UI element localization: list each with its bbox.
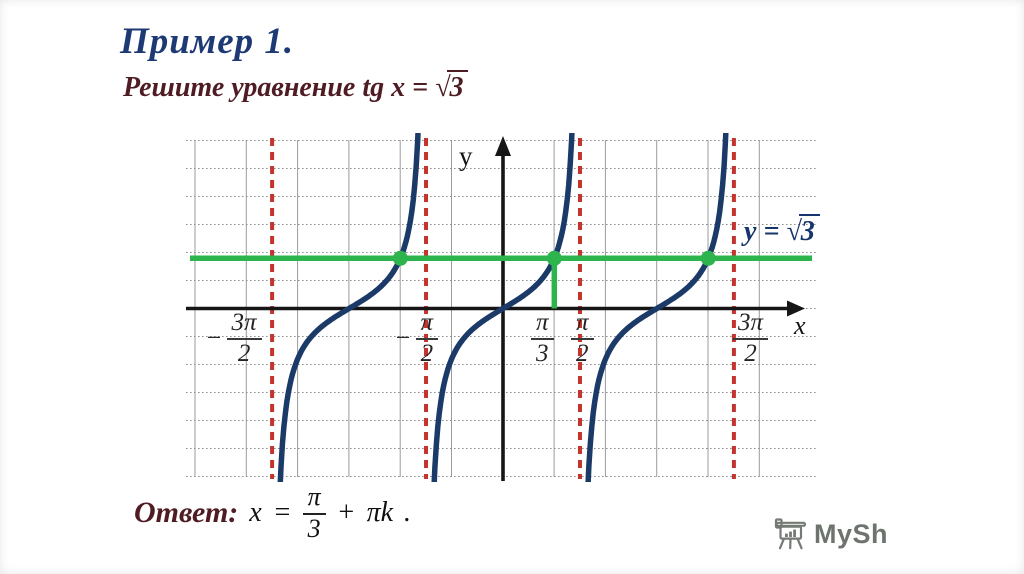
hline-label: y = √3 (744, 214, 820, 248)
answer-term: πk (366, 497, 394, 528)
projector-screen-icon (774, 518, 807, 550)
y-axis-label: y (459, 141, 473, 171)
watermark-brand[interactable]: MySh (814, 518, 889, 549)
slide-title: Пример 1. (120, 21, 295, 62)
x-tick-neg-3pi-2: − 3π 2 (205, 310, 262, 366)
task-statement: Решите уравнение tg x = √3 (123, 70, 469, 104)
x-tick-3pi-2: 3π 2 (733, 310, 769, 366)
sqrt-3: √3 (786, 214, 820, 247)
x-axis-label: x (794, 311, 806, 340)
answer-label: Ответ: (134, 496, 239, 529)
myshared-watermark[interactable]: MySh (774, 518, 888, 550)
sqrt-3: √3 (435, 70, 469, 103)
answer-lhs: x (249, 497, 262, 528)
task-text: Решите уравнение tg x = (123, 72, 436, 103)
